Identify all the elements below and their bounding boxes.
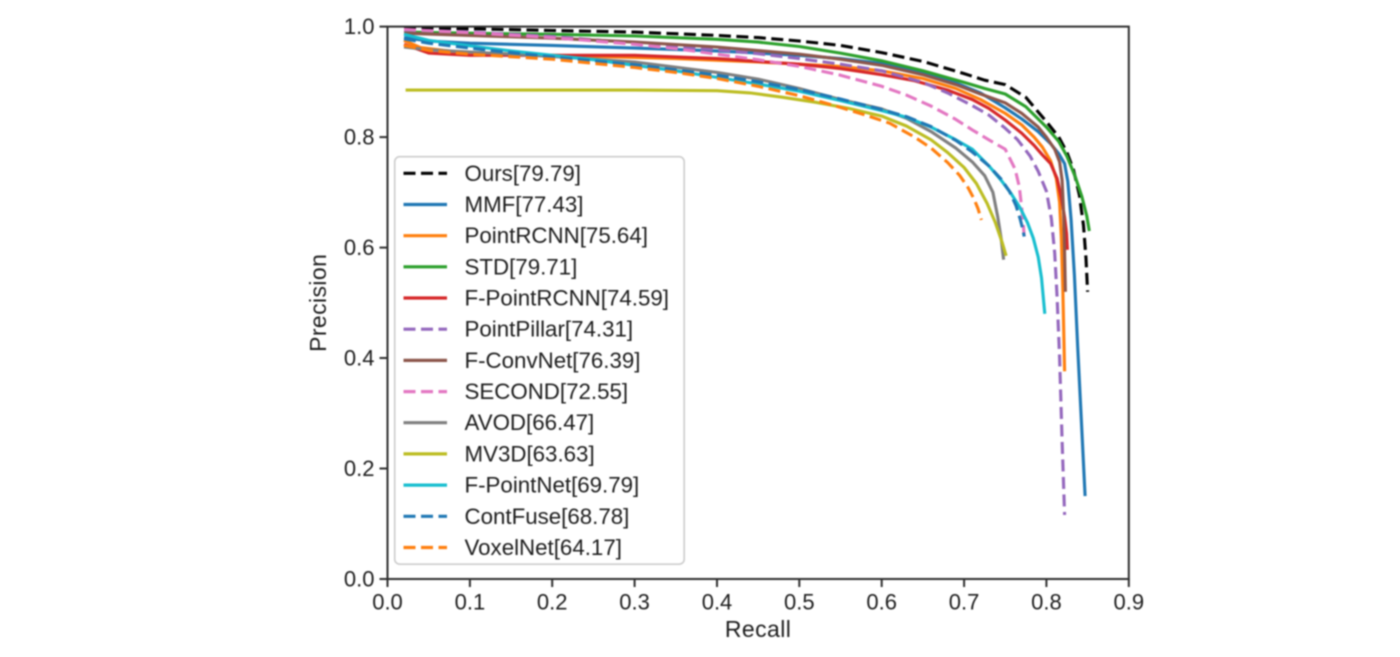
svg-text:0.8: 0.8 (1031, 590, 1062, 615)
svg-text:0.3: 0.3 (619, 590, 650, 615)
svg-text:0.8: 0.8 (344, 125, 375, 150)
svg-text:F-PointRCNN[74.59]: F-PointRCNN[74.59] (465, 286, 669, 311)
svg-text:PointRCNN[75.64]: PointRCNN[75.64] (465, 223, 648, 248)
svg-text:0.6: 0.6 (344, 235, 375, 260)
svg-text:0.2: 0.2 (344, 456, 375, 481)
svg-text:F-ConvNet[76.39]: F-ConvNet[76.39] (465, 348, 641, 373)
svg-text:AVOD[66.47]: AVOD[66.47] (465, 410, 595, 435)
svg-text:F-PointNet[69.79]: F-PointNet[69.79] (465, 473, 640, 498)
svg-text:STD[79.71]: STD[79.71] (465, 254, 578, 279)
svg-text:0.1: 0.1 (455, 590, 486, 615)
svg-text:0.2: 0.2 (537, 590, 568, 615)
svg-text:0.5: 0.5 (784, 590, 815, 615)
svg-text:0.9: 0.9 (1114, 590, 1145, 615)
svg-text:1.0: 1.0 (344, 14, 375, 39)
svg-text:0.0: 0.0 (344, 567, 375, 592)
svg-text:SECOND[72.55]: SECOND[72.55] (465, 379, 629, 404)
svg-text:MV3D[63.63]: MV3D[63.63] (465, 441, 595, 466)
svg-text:Ours[79.79]: Ours[79.79] (465, 161, 582, 186)
svg-text:Recall: Recall (725, 616, 791, 642)
svg-text:0.6: 0.6 (866, 590, 897, 615)
svg-text:0.4: 0.4 (702, 590, 733, 615)
svg-text:VoxelNet[64.17]: VoxelNet[64.17] (465, 535, 622, 560)
svg-text:PointPillar[74.31]: PointPillar[74.31] (465, 317, 634, 342)
svg-text:0.7: 0.7 (949, 590, 980, 615)
svg-text:0.4: 0.4 (344, 346, 375, 371)
svg-text:MMF[77.43]: MMF[77.43] (465, 192, 584, 217)
svg-text:Precision: Precision (305, 254, 331, 352)
svg-text:ContFuse[68.78]: ContFuse[68.78] (465, 504, 630, 529)
svg-text:0.0: 0.0 (372, 590, 403, 615)
